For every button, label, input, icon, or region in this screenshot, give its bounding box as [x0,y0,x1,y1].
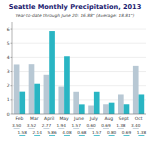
label-key [64,135,70,137]
x-axis [12,114,146,115]
data-label: 3.50 [12,123,22,128]
x-tick-label: July [89,116,98,121]
bar [133,66,139,114]
data-label: 1.58 [18,130,28,135]
data-label: 3.52 [27,123,37,128]
y-tick-label: 4 [7,55,10,60]
y-tick-label: 1 [7,97,10,102]
y-tick-label: 0 [7,112,10,117]
x-tick-label: Oct [135,116,143,121]
bar [29,64,35,114]
label-key [94,135,100,137]
bars [14,31,144,114]
bar [14,64,20,114]
bar [58,87,64,114]
label-key [34,135,40,137]
x-tick-label: Sept [119,116,129,121]
data-label: 1.38 [116,123,126,128]
bar [88,106,94,114]
bar [124,104,130,114]
bar [118,94,124,114]
x-tick-label: June [73,116,84,121]
x-tick-label: Mar [30,116,39,121]
label-key [138,135,144,137]
data-label: 1.57 [92,130,102,135]
subtitle: Year-to-date through June 20: 16.88" (Av… [16,13,135,18]
data-label: 5.86 [47,130,57,135]
data-label: 0.60 [86,123,96,128]
y-axis [12,22,13,114]
data-label: 2.14 [32,130,42,135]
bar [34,84,40,114]
bar [44,75,50,114]
label-key [49,135,55,137]
bar [19,92,25,114]
data-label: 0.69 [122,130,132,135]
label-key [123,135,129,137]
data-label: 3.40 [131,123,141,128]
grid-line [12,29,146,30]
bar [64,56,70,114]
data-label: 2.77 [42,123,52,128]
label-key [19,135,25,137]
grid-line [12,43,146,44]
label-key [109,135,115,137]
bar [139,94,145,114]
data-label: 1.57 [72,123,82,128]
bar [94,92,100,114]
y-tick-label: 6 [7,27,10,32]
data-label: 1.94 [57,123,67,128]
bar [79,104,85,114]
x-tick-label: Feb [15,116,23,121]
bar [73,92,79,114]
y-tick-label: 2 [7,83,10,88]
grid-line [12,57,146,58]
label-key [79,135,85,137]
chart: Seattle Monthly Precipitation, 2013 Year-… [0,0,150,150]
y-tick-label: 3 [7,69,10,74]
data-label: 0.69 [101,123,111,128]
data-label: 1.38 [137,130,147,135]
x-tick-label: Aug [104,116,113,121]
bar [103,104,109,114]
bar [49,31,55,114]
data-label: 0.80 [107,130,117,135]
x-tick-label: April [44,116,54,121]
title: Seattle Monthly Precipitation, 2013 [9,3,142,11]
data-label: 4.08 [62,130,72,135]
x-tick-label: May [59,116,69,121]
bar [109,103,115,114]
y-tick-label: 5 [7,41,10,46]
data-label: 0.68 [77,130,87,135]
